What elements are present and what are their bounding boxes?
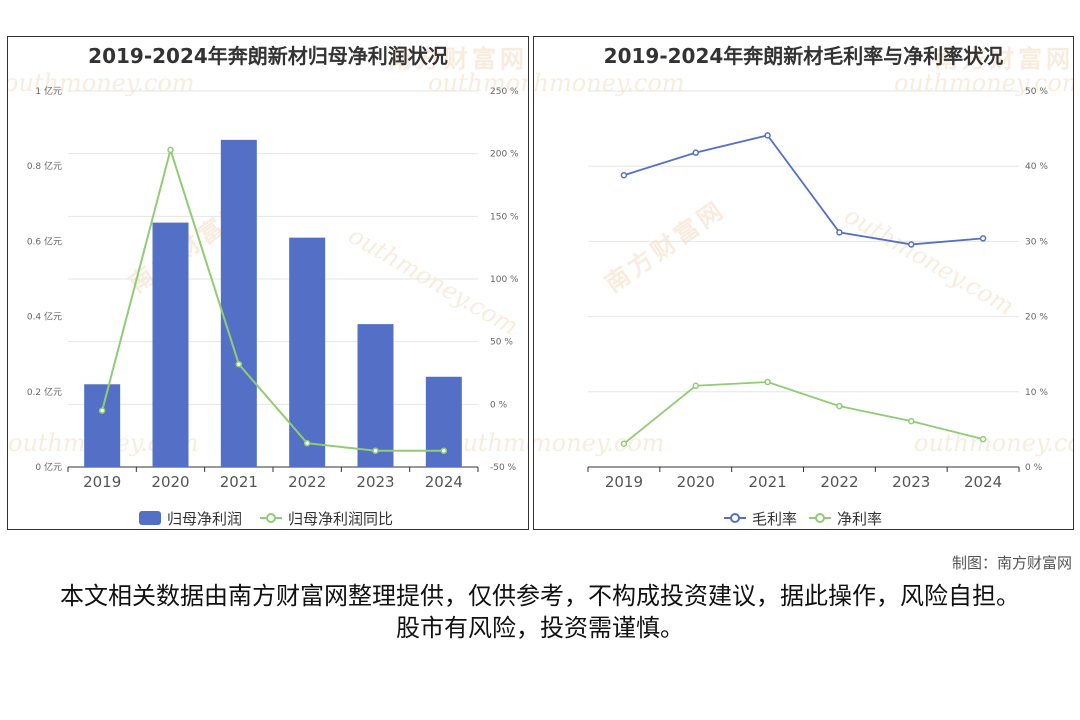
x-tick-label: 2022 <box>820 473 858 491</box>
data-point <box>908 417 915 425</box>
x-tick-label: 2023 <box>892 473 930 491</box>
data-point <box>692 382 699 390</box>
bar <box>152 222 189 467</box>
legend-label: 毛利率 <box>752 510 797 528</box>
y-tick-label-right: 40 % <box>1025 162 1048 172</box>
y-tick-label-right: 100 % <box>490 275 519 285</box>
x-tick-label: 2021 <box>748 473 786 491</box>
y-tick-label-right: 250 % <box>490 87 519 97</box>
series-line-net-margin <box>623 381 984 445</box>
x-tick-label: 2021 <box>220 473 258 491</box>
y-tick-label-left: 0.8 亿元 <box>27 160 62 172</box>
chart-title: 2019-2024年奔朗新材毛利率与净利率状况 <box>603 44 1004 68</box>
data-point <box>836 229 843 236</box>
x-tick-label: 2022 <box>288 473 326 491</box>
data-point <box>372 447 379 454</box>
x-tick-label: 2024 <box>425 473 463 491</box>
y-tick-label-right: -50 % <box>490 463 517 473</box>
y-tick-label-left: 0.2 亿元 <box>27 386 62 398</box>
bar <box>84 384 121 467</box>
data-point <box>836 402 843 410</box>
y-tick-label-right: 200 % <box>490 150 519 160</box>
data-point <box>620 171 628 179</box>
x-tick-label: 2023 <box>356 473 394 491</box>
y-tick-label-right: 0 % <box>1025 463 1043 473</box>
y-tick-label-right: 150 % <box>490 212 519 222</box>
disclaimer-text: 本文相关数据由南方财富网整理提供，仅供参考，不构成投资建议，据此操作，风险自担。… <box>60 582 1020 642</box>
y-tick-label-right: 30 % <box>1025 237 1048 247</box>
legend-label: 归母净利润 <box>167 510 242 528</box>
bar <box>357 324 394 467</box>
y-tick-label-right: 10 % <box>1025 388 1048 398</box>
chart-title: 2019-2024年奔朗新材归母净利润状况 <box>88 44 448 68</box>
data-point <box>908 241 915 248</box>
data-point <box>764 378 771 386</box>
y-tick-label-left: 0.6 亿元 <box>27 235 62 247</box>
x-tick-label: 2019 <box>83 473 121 491</box>
data-point <box>440 447 448 454</box>
data-point <box>620 440 628 447</box>
data-point <box>764 132 771 139</box>
data-point <box>979 435 987 443</box>
data-point <box>979 235 987 242</box>
x-tick-label: 2020 <box>677 473 715 491</box>
chart-svg-net-profit: -50 % 0 % 50 % 100 % 150 % 200 % 250 % 0 亿元 0.2 … <box>27 85 519 528</box>
legend-swatch-marker <box>730 513 740 523</box>
y-tick-label-right: 0 % <box>490 400 508 410</box>
y-tick-label-left: 0.4 亿元 <box>27 311 62 323</box>
data-point <box>235 360 243 368</box>
y-tick-label-right: 20 % <box>1025 313 1048 323</box>
y-tick-label-right: 50 % <box>1025 87 1048 97</box>
series-line-yoy <box>101 146 444 452</box>
x-tick-label: 2019 <box>605 473 643 491</box>
bar <box>289 237 326 467</box>
legend-swatch-bar <box>139 511 161 525</box>
data-point <box>692 149 699 156</box>
legend-label: 净利率 <box>837 510 882 528</box>
data-point <box>167 146 174 154</box>
y-tick-label-left: 1 亿元 <box>35 85 62 97</box>
legend-swatch-marker <box>815 513 825 523</box>
chart-svg-margins: 0 % 10 % 20 % 30 % 40 % 50 % 2019 2020 2021 2022 2… <box>587 87 1048 528</box>
x-tick-label: 2024 <box>964 473 1002 491</box>
x-tick-label: 2020 <box>151 473 189 491</box>
bar <box>220 139 257 467</box>
data-point <box>303 439 311 447</box>
y-tick-label-left: 0 亿元 <box>35 461 62 473</box>
legend-swatch-marker <box>266 513 276 523</box>
legend-label: 归母净利润同比 <box>288 510 393 528</box>
series-line-gross-margin <box>623 134 984 246</box>
chart-panel-net-profit: 南方财富网 outhmoney.com outhmoney.com outhmo… <box>7 36 529 530</box>
y-tick-label-right: 50 % <box>490 338 513 348</box>
data-point <box>98 407 106 414</box>
chart-credit: 制图：南方财富网 <box>951 554 1072 572</box>
chart-panel-margins: 南方财富网 outhmoney.com outhmoney.com outhmo… <box>533 36 1074 530</box>
